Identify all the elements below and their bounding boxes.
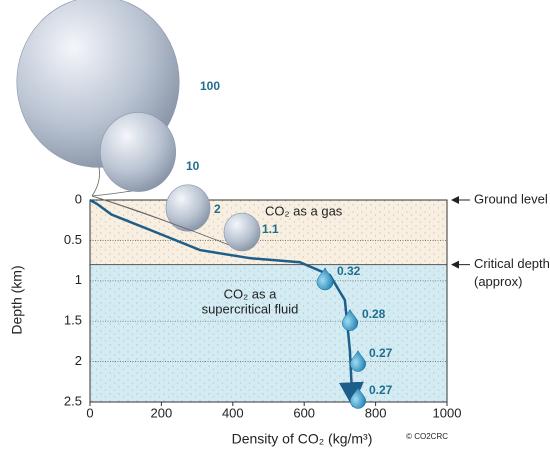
texture bbox=[90, 200, 447, 402]
y-tick-label: 2.5 bbox=[64, 393, 82, 408]
droplet bbox=[349, 387, 367, 409]
y-tick-label: 1 bbox=[75, 272, 82, 287]
volume-label: 10 bbox=[186, 159, 200, 173]
droplet bbox=[349, 350, 367, 372]
x-tick-label: 600 bbox=[293, 405, 315, 420]
volume-label: 2 bbox=[214, 202, 221, 216]
droplet bbox=[316, 267, 334, 291]
x-tick-label: 1000 bbox=[433, 405, 462, 420]
x-tick-label: 800 bbox=[365, 405, 387, 420]
y-tick-label: 1.5 bbox=[64, 313, 82, 328]
volume-label: 0.27 bbox=[369, 383, 393, 397]
volume-label: 1.1 bbox=[262, 222, 279, 236]
x-tick-label: 200 bbox=[151, 405, 173, 420]
gas-label: CO₂ as a gas bbox=[265, 203, 343, 218]
x-tick-label: 0 bbox=[86, 405, 93, 420]
fluid-label: supercritical fluid bbox=[202, 301, 299, 316]
volume-label: 0.28 bbox=[362, 307, 386, 321]
volume-label: 100 bbox=[200, 79, 220, 93]
ground-label: Ground level bbox=[474, 191, 548, 206]
balloon-string bbox=[91, 195, 243, 251]
balloon bbox=[99, 112, 177, 192]
critical-label: Critical depth bbox=[474, 256, 550, 271]
y-tick-label: 2 bbox=[75, 353, 82, 368]
x-axis-label: Density of CO₂ (kg/m³) bbox=[232, 431, 373, 447]
balloon-string bbox=[91, 163, 100, 197]
y-tick-label: 0.5 bbox=[64, 232, 82, 247]
credit: © CO2CRC bbox=[406, 432, 448, 441]
volume-label: 0.27 bbox=[369, 346, 393, 360]
y-axis-label: Depth (km) bbox=[9, 265, 25, 334]
plot-frame bbox=[89, 199, 448, 403]
volume-label: 0.32 bbox=[337, 264, 361, 278]
critical-label: (approx) bbox=[474, 274, 522, 289]
balloon bbox=[223, 212, 261, 252]
y-tick-label: 0 bbox=[75, 191, 82, 206]
x-tick-label: 400 bbox=[222, 405, 244, 420]
fluid-label: CO₂ as a bbox=[224, 286, 278, 301]
balloon bbox=[165, 184, 211, 232]
droplet bbox=[341, 308, 359, 331]
